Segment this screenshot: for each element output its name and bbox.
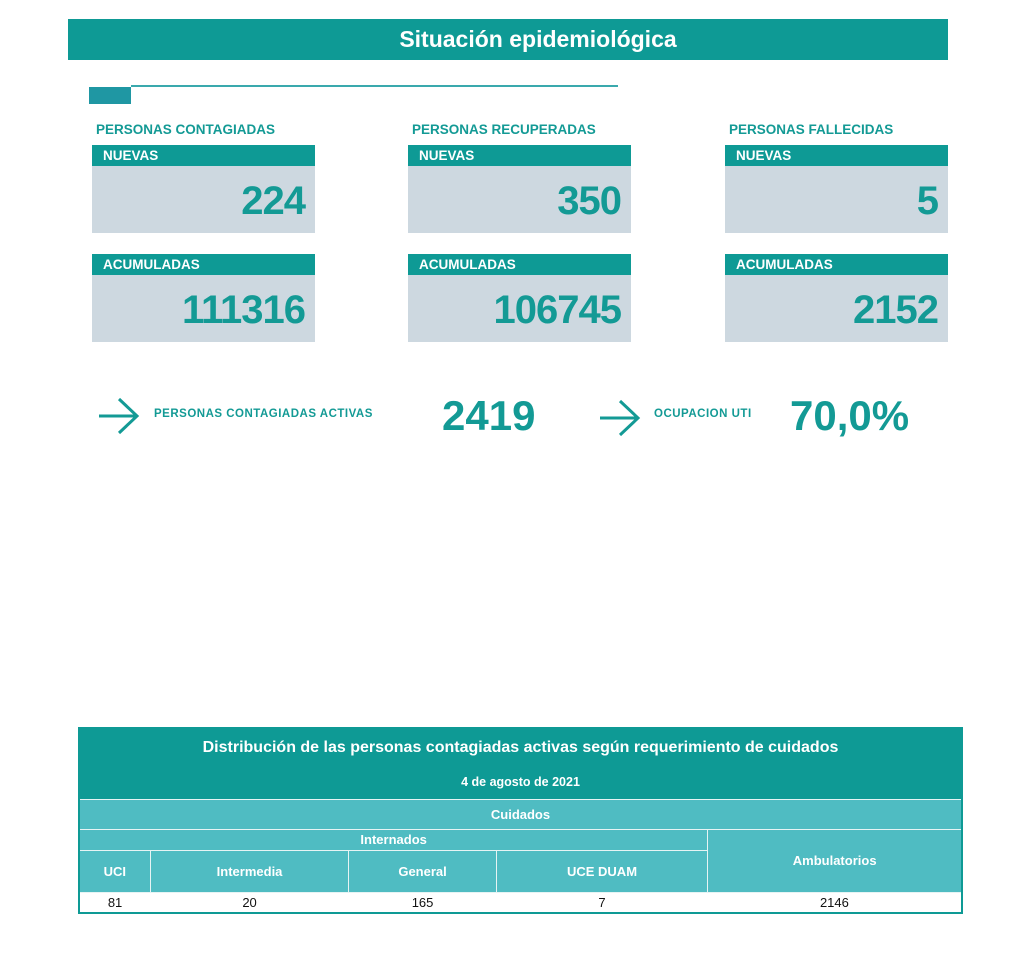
table-row: 81 20 165 7 2146 (79, 892, 962, 913)
table-cell: 2146 (707, 892, 962, 913)
acc-value: 111316 (92, 275, 315, 342)
care-distribution-table: Distribución de las personas contagiadas… (78, 727, 963, 914)
uti-occupancy-value: 70,0% (790, 392, 910, 439)
page-title: Situación epidemiológica (68, 19, 948, 60)
column-header: UCI (78, 849, 151, 893)
active-cases-value: 2419 (442, 392, 536, 439)
table-date: 4 de agosto de 2021 (79, 766, 962, 799)
acc-label: ACUMULADAS (408, 254, 631, 275)
decorative-block (89, 87, 131, 104)
new-label: NUEVAS (92, 145, 315, 166)
column-header: UCE DUAM (495, 849, 709, 893)
column-header: Intermedia (149, 849, 350, 893)
arrow-right-icon (600, 399, 641, 437)
active-cases-label: PERSONAS CONTAGIADAS ACTIVAS (154, 408, 373, 420)
subgroup-header: Internados (78, 828, 709, 851)
card-title: PERSONAS RECUPERADAS (412, 122, 596, 137)
group-header: Cuidados (78, 798, 963, 830)
arrow-right-icon (99, 397, 140, 435)
table-cell: 165 (348, 892, 497, 913)
new-value: 5 (725, 166, 948, 233)
acc-value: 106745 (408, 275, 631, 342)
table-cell: 81 (79, 892, 151, 913)
acc-value: 2152 (725, 275, 948, 342)
divider (131, 85, 618, 87)
new-label: NUEVAS (408, 145, 631, 166)
card-title: PERSONAS FALLECIDAS (729, 122, 894, 137)
acc-label: ACUMULADAS (725, 254, 948, 275)
table-cell: 20 (150, 892, 349, 913)
column-header: Ambulatorios (707, 828, 963, 893)
new-value: 224 (92, 166, 315, 233)
card-contagiadas: PERSONAS CONTAGIADAS NUEVAS 224 ACUMULAD… (92, 123, 315, 342)
card-fallecidas: PERSONAS FALLECIDAS NUEVAS 5 ACUMULADAS … (725, 123, 948, 342)
new-label: NUEVAS (725, 145, 948, 166)
new-value: 350 (408, 166, 631, 233)
table-cell: 7 (496, 892, 708, 913)
table-title: Distribución de las personas contagiadas… (79, 728, 962, 766)
card-recuperadas: PERSONAS RECUPERADAS NUEVAS 350 ACUMULAD… (408, 123, 631, 342)
card-title: PERSONAS CONTAGIADAS (96, 122, 276, 137)
uti-occupancy-label: OCUPACION UTI (654, 408, 752, 420)
acc-label: ACUMULADAS (92, 254, 315, 275)
column-header: General (348, 849, 497, 893)
